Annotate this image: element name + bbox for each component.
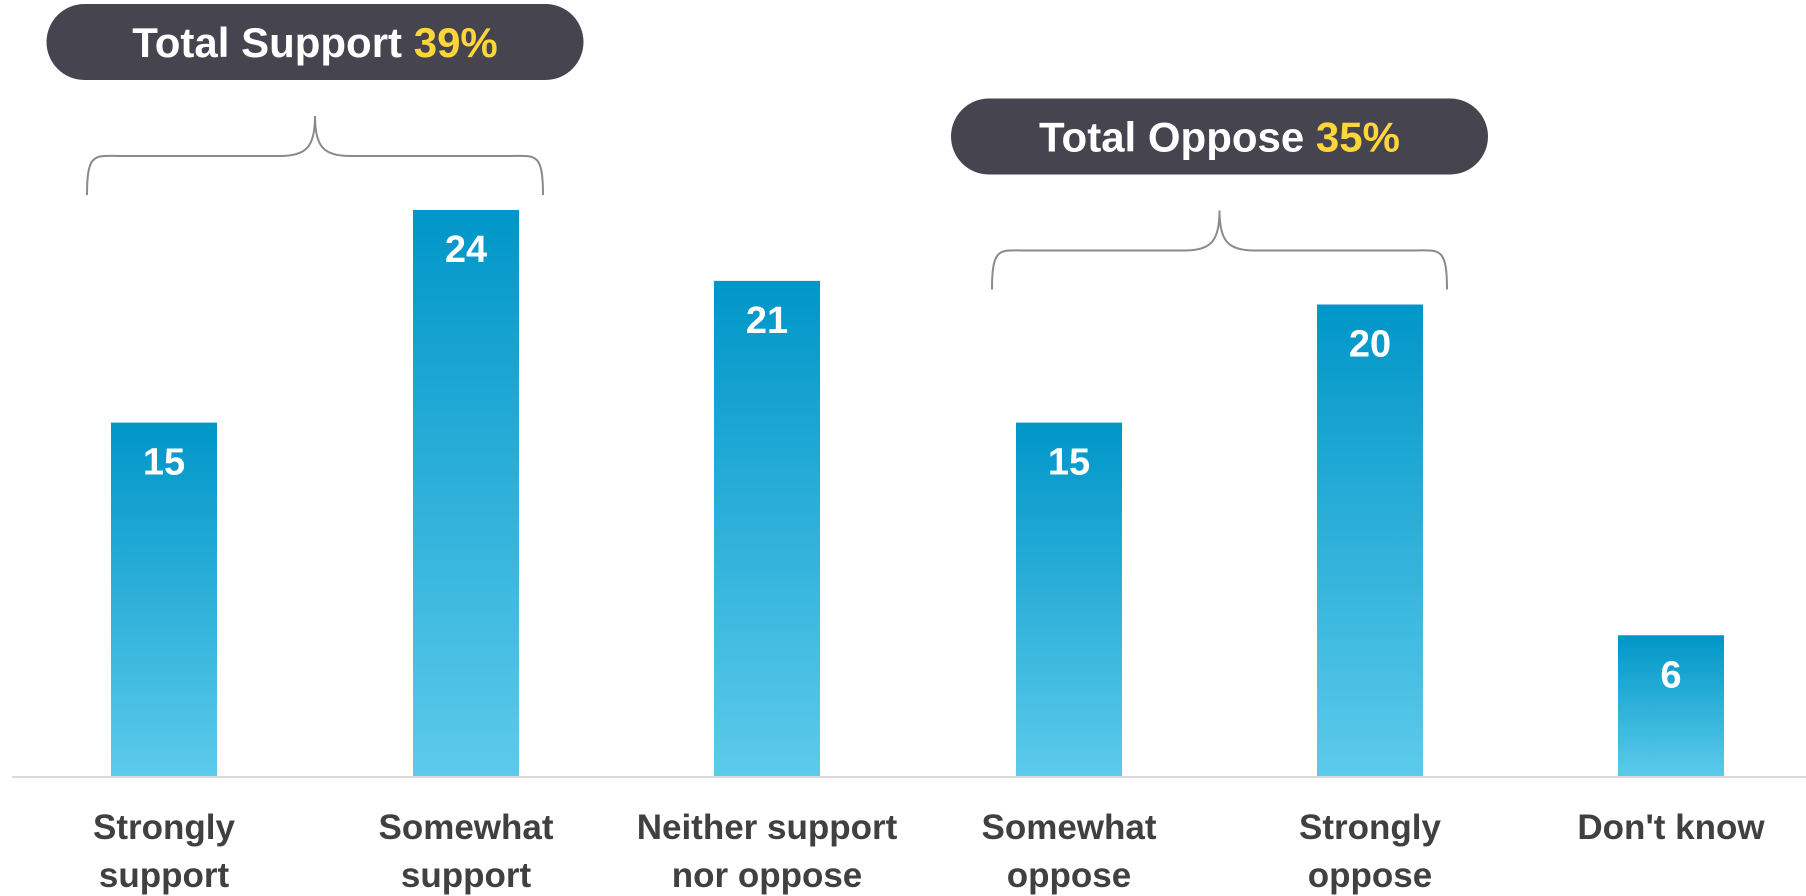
bars-layer: 15 24 21 15 20 6 — [111, 210, 1724, 777]
total-badge-spacer — [402, 19, 414, 66]
bar-5 — [1618, 635, 1724, 777]
category-label-line: Somewhat — [378, 808, 553, 847]
category-label-line: Don't know — [1577, 808, 1765, 847]
category-label: Don't know — [1577, 808, 1765, 847]
total-badge-value: 35% — [1316, 114, 1400, 161]
group-brace — [86, 115, 544, 196]
bar-value-label: 15 — [1048, 442, 1090, 484]
total-badge — [46, 4, 584, 80]
category-label-line: Somewhat — [981, 808, 1156, 847]
category-label: Strongly support — [93, 808, 235, 895]
total-badge-text: Total Oppose 35% — [1039, 114, 1400, 161]
category-label: Somewhat support — [378, 808, 553, 895]
category-label-line: support — [401, 856, 532, 895]
category-label-line: Strongly — [93, 808, 235, 847]
bar-value-label: 24 — [445, 229, 487, 271]
total-badge-label: Total Support — [132, 19, 402, 66]
total-badge-value: 39% — [414, 19, 498, 66]
bar-value-label: 6 — [1660, 654, 1681, 696]
category-label-line: Neither support — [637, 808, 898, 847]
annotations: Total Support 39% Total Oppose 35% — [46, 4, 1488, 290]
bar-4 — [1317, 304, 1423, 777]
bar-1 — [413, 210, 519, 777]
bar-value-label: 15 — [143, 442, 185, 484]
category-label: Somewhat oppose — [981, 808, 1156, 895]
total-badge-label: Total Oppose — [1039, 114, 1304, 161]
category-label-line: Strongly — [1299, 808, 1441, 847]
bar-3 — [1016, 422, 1122, 777]
category-label-line: support — [99, 856, 230, 895]
total-badge-spacer — [1304, 114, 1316, 161]
category-label-line: oppose — [1007, 856, 1131, 895]
bar-value-label: 21 — [746, 300, 788, 342]
total-badge — [951, 98, 1488, 175]
category-label-line: oppose — [1308, 856, 1432, 895]
bar-value-label: 20 — [1349, 324, 1391, 366]
bar-2 — [714, 280, 820, 777]
category-labels: Strongly support Somewhat support Neither su… — [93, 808, 1765, 895]
category-label: Strongly oppose — [1299, 808, 1441, 895]
bar-0 — [111, 422, 217, 777]
group-brace — [991, 210, 1448, 290]
total-badge-text: Total Support 39% — [132, 19, 498, 66]
category-label-line: nor oppose — [672, 856, 863, 895]
category-label: Neither support nor oppose — [637, 808, 898, 895]
